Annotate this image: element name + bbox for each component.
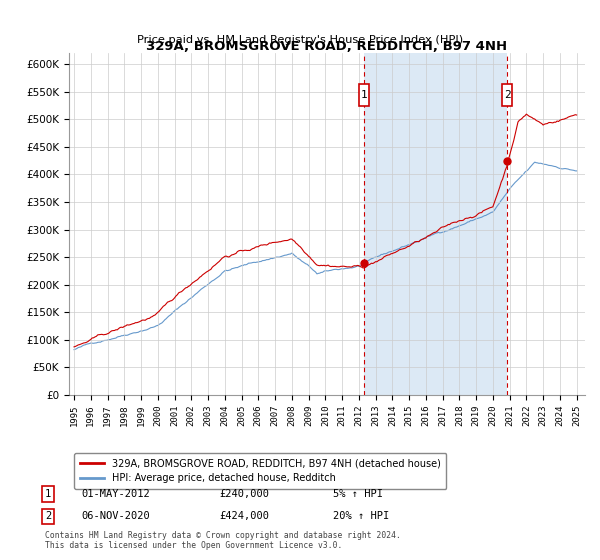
Text: 06-NOV-2020: 06-NOV-2020 (81, 511, 150, 521)
Text: Contains HM Land Registry data © Crown copyright and database right 2024.
This d: Contains HM Land Registry data © Crown c… (45, 530, 401, 550)
Legend: 329A, BROMSGROVE ROAD, REDDITCH, B97 4NH (detached house), HPI: Average price, d: 329A, BROMSGROVE ROAD, REDDITCH, B97 4NH… (74, 452, 446, 489)
Text: 2: 2 (504, 90, 511, 100)
Text: 2: 2 (45, 511, 51, 521)
Text: Price paid vs. HM Land Registry's House Price Index (HPI): Price paid vs. HM Land Registry's House … (137, 35, 463, 45)
Text: £424,000: £424,000 (219, 511, 269, 521)
Text: 1: 1 (361, 90, 368, 100)
Text: 1: 1 (45, 489, 51, 499)
FancyBboxPatch shape (502, 83, 512, 105)
Bar (364, 53, 507, 395)
Text: £240,000: £240,000 (219, 489, 269, 499)
Text: 5% ↑ HPI: 5% ↑ HPI (333, 489, 383, 499)
Title: 329A, BROMSGROVE ROAD, REDDITCH, B97 4NH: 329A, BROMSGROVE ROAD, REDDITCH, B97 4NH (146, 40, 508, 53)
Text: 01-MAY-2012: 01-MAY-2012 (81, 489, 150, 499)
Text: 20% ↑ HPI: 20% ↑ HPI (333, 511, 389, 521)
FancyBboxPatch shape (359, 83, 370, 105)
